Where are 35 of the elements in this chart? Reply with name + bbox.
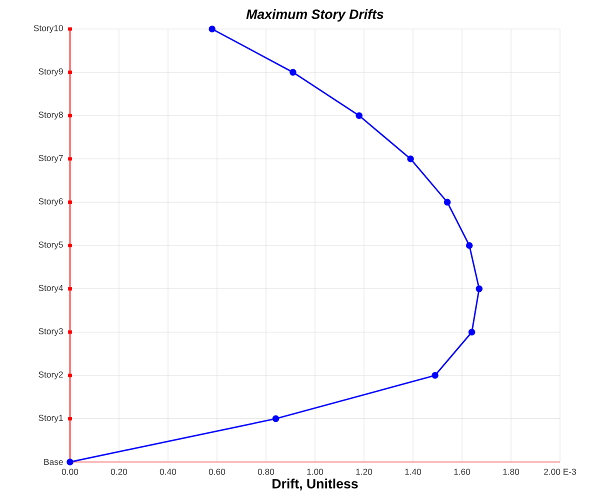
y-tick-label: Story9 bbox=[38, 68, 63, 76]
point bbox=[432, 372, 438, 379]
x-tick-label: 0.00 bbox=[62, 468, 78, 475]
point bbox=[356, 112, 363, 119]
point bbox=[468, 328, 476, 336]
y-tick-label: Story3 bbox=[38, 328, 63, 336]
y-tick-label: Story2 bbox=[38, 371, 63, 380]
x-tick-label: 1.60 bbox=[454, 468, 470, 475]
x-tick-label: 1.80 bbox=[503, 468, 520, 475]
x-tick-label: 0.20 bbox=[110, 468, 128, 475]
y-tick-label: Story10 bbox=[34, 25, 63, 33]
point bbox=[444, 198, 451, 206]
x-tick-label: 0.60 bbox=[208, 468, 226, 475]
point bbox=[208, 26, 216, 32]
y-tick-label: Story1 bbox=[38, 414, 63, 423]
y-tick-label: Story8 bbox=[38, 112, 63, 120]
x-tick-label: 1.40 bbox=[405, 468, 422, 475]
point bbox=[290, 68, 296, 76]
y-tick-label: Story5 bbox=[38, 242, 63, 250]
x-tick-label: 2.00 E-3 bbox=[544, 468, 576, 475]
y-tick-label: Story7 bbox=[38, 154, 63, 163]
x-tick-label: 1.00 bbox=[307, 468, 324, 475]
point bbox=[66, 458, 74, 466]
point bbox=[407, 155, 414, 162]
x-tick-label: 1.20 bbox=[356, 468, 372, 475]
x-tick-label: 0.80 bbox=[258, 468, 274, 475]
y-tick-label: Base bbox=[44, 458, 63, 466]
point bbox=[476, 285, 483, 292]
y-tick-label: Story4 bbox=[38, 284, 64, 293]
x-tick-label: 0.40 bbox=[160, 468, 176, 475]
chart-title: Maximum Story Drifts bbox=[246, 9, 384, 22]
point bbox=[272, 415, 280, 422]
x-axis-title: Drift, Unitless bbox=[272, 478, 358, 490]
y-tick-label: Story6 bbox=[38, 198, 63, 206]
point bbox=[466, 242, 473, 249]
